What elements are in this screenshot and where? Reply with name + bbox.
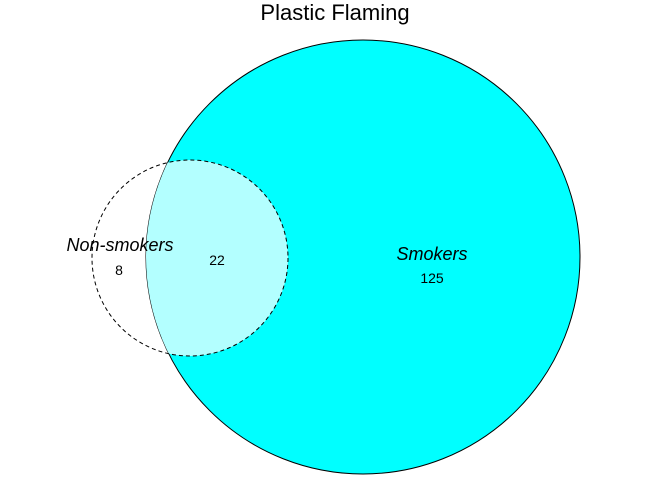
non-smokers-circle [91,159,289,357]
intersection-count: 22 [209,252,225,268]
diagram-title: Plastic Flaming [260,0,409,25]
smokers-label: Smokers [396,244,467,264]
smokers-only-count: 125 [420,270,444,286]
non-smokers-label: Non-smokers [66,235,173,255]
non-smokers-only-count: 8 [115,262,123,278]
